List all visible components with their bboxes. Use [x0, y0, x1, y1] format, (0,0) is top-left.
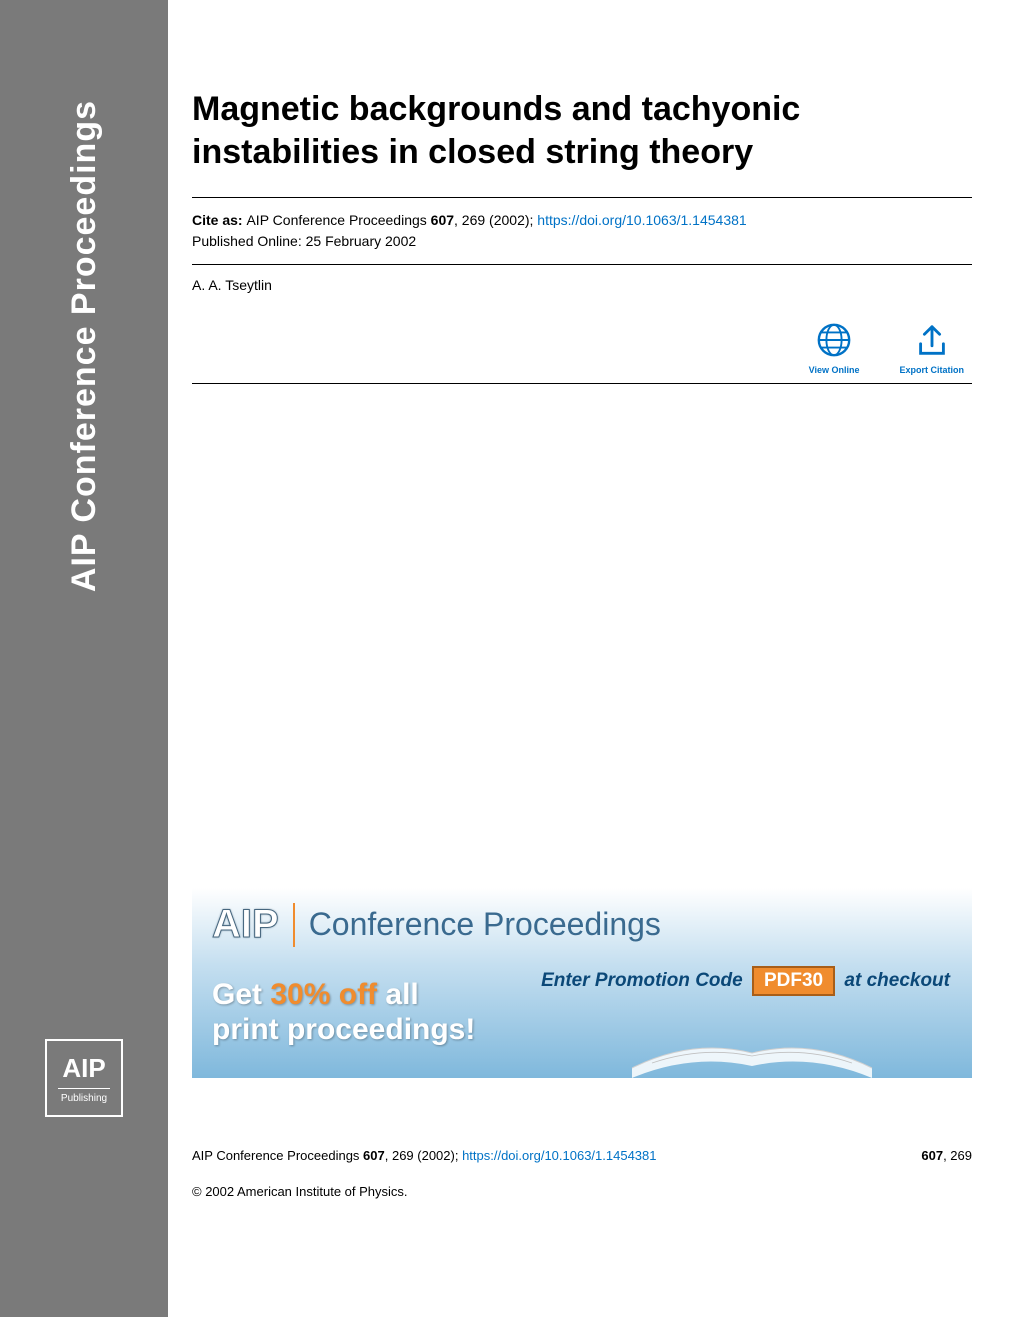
aip-publishing-logo[interactable]: AIP Publishing	[45, 1039, 123, 1117]
aip-logo-subtitle: Publishing	[61, 1093, 107, 1104]
offer-post: all	[377, 978, 419, 1011]
banner-promo-line: Enter Promotion Code PDF30 at checkout	[541, 966, 950, 996]
cite-volume: 607	[431, 212, 454, 228]
main-content: Magnetic backgrounds and tachyonic insta…	[168, 0, 1020, 1317]
footer-right-page: , 269	[943, 1148, 972, 1163]
open-book-icon	[622, 998, 882, 1078]
aip-logo-text: AIP	[58, 1053, 109, 1089]
footer-doi-link[interactable]: https://doi.org/10.1063/1.1454381	[462, 1148, 656, 1163]
view-online-button[interactable]: View Online	[809, 321, 860, 375]
cite-label: Cite as:	[192, 212, 246, 228]
published-online: Published Online: 25 February 2002	[192, 233, 416, 249]
article-title: Magnetic backgrounds and tachyonic insta…	[192, 88, 972, 173]
banner-offer: Get 30% off all print proceedings!	[212, 978, 475, 1047]
sidebar: AIP Conference Proceedings AIP Publishin…	[0, 0, 168, 1317]
cite-rest: , 269 (2002);	[454, 212, 537, 228]
footer-rest: , 269 (2002);	[385, 1148, 462, 1163]
export-icon	[913, 321, 951, 359]
globe-icon	[815, 321, 853, 359]
offer-percent: 30% off	[270, 978, 377, 1011]
footer-volume: 607	[363, 1148, 385, 1163]
offer-line2: print proceedings!	[212, 1013, 475, 1046]
banner-header: AIP Conference Proceedings	[192, 888, 972, 961]
view-online-label: View Online	[809, 365, 860, 375]
export-citation-button[interactable]: Export Citation	[900, 321, 965, 375]
doi-link[interactable]: https://doi.org/10.1063/1.1454381	[537, 212, 746, 228]
footer-cite-left: AIP Conference Proceedings 607, 269 (200…	[192, 1148, 657, 1163]
citation-block: Cite as: AIP Conference Proceedings 607,…	[192, 198, 972, 264]
banner-cp-text: Conference Proceedings	[309, 906, 661, 943]
promo-pre: Enter Promotion Code	[541, 970, 748, 991]
copyright: © 2002 American Institute of Physics.	[192, 1184, 408, 1199]
author-name[interactable]: A. A. Tseytlin	[192, 265, 972, 305]
export-citation-label: Export Citation	[900, 365, 965, 375]
footer-citation: AIP Conference Proceedings 607, 269 (200…	[192, 1148, 972, 1163]
footer-cite-right: 607, 269	[921, 1148, 972, 1163]
promo-post: at checkout	[839, 970, 950, 991]
promo-code: PDF30	[752, 966, 835, 996]
footer-right-vol: 607	[921, 1148, 943, 1163]
footer-journal: AIP Conference Proceedings	[192, 1148, 363, 1163]
journal-name-vertical: AIP Conference Proceedings	[65, 100, 104, 592]
divider	[192, 383, 972, 384]
action-bar: View Online Export Citation	[192, 305, 972, 383]
banner-divider	[293, 903, 295, 947]
offer-pre: Get	[212, 978, 270, 1011]
cite-journal: AIP Conference Proceedings	[246, 212, 430, 228]
banner-aip-logo: AIP	[212, 902, 279, 947]
promo-banner[interactable]: AIP Conference Proceedings Enter Promoti…	[192, 888, 972, 1078]
